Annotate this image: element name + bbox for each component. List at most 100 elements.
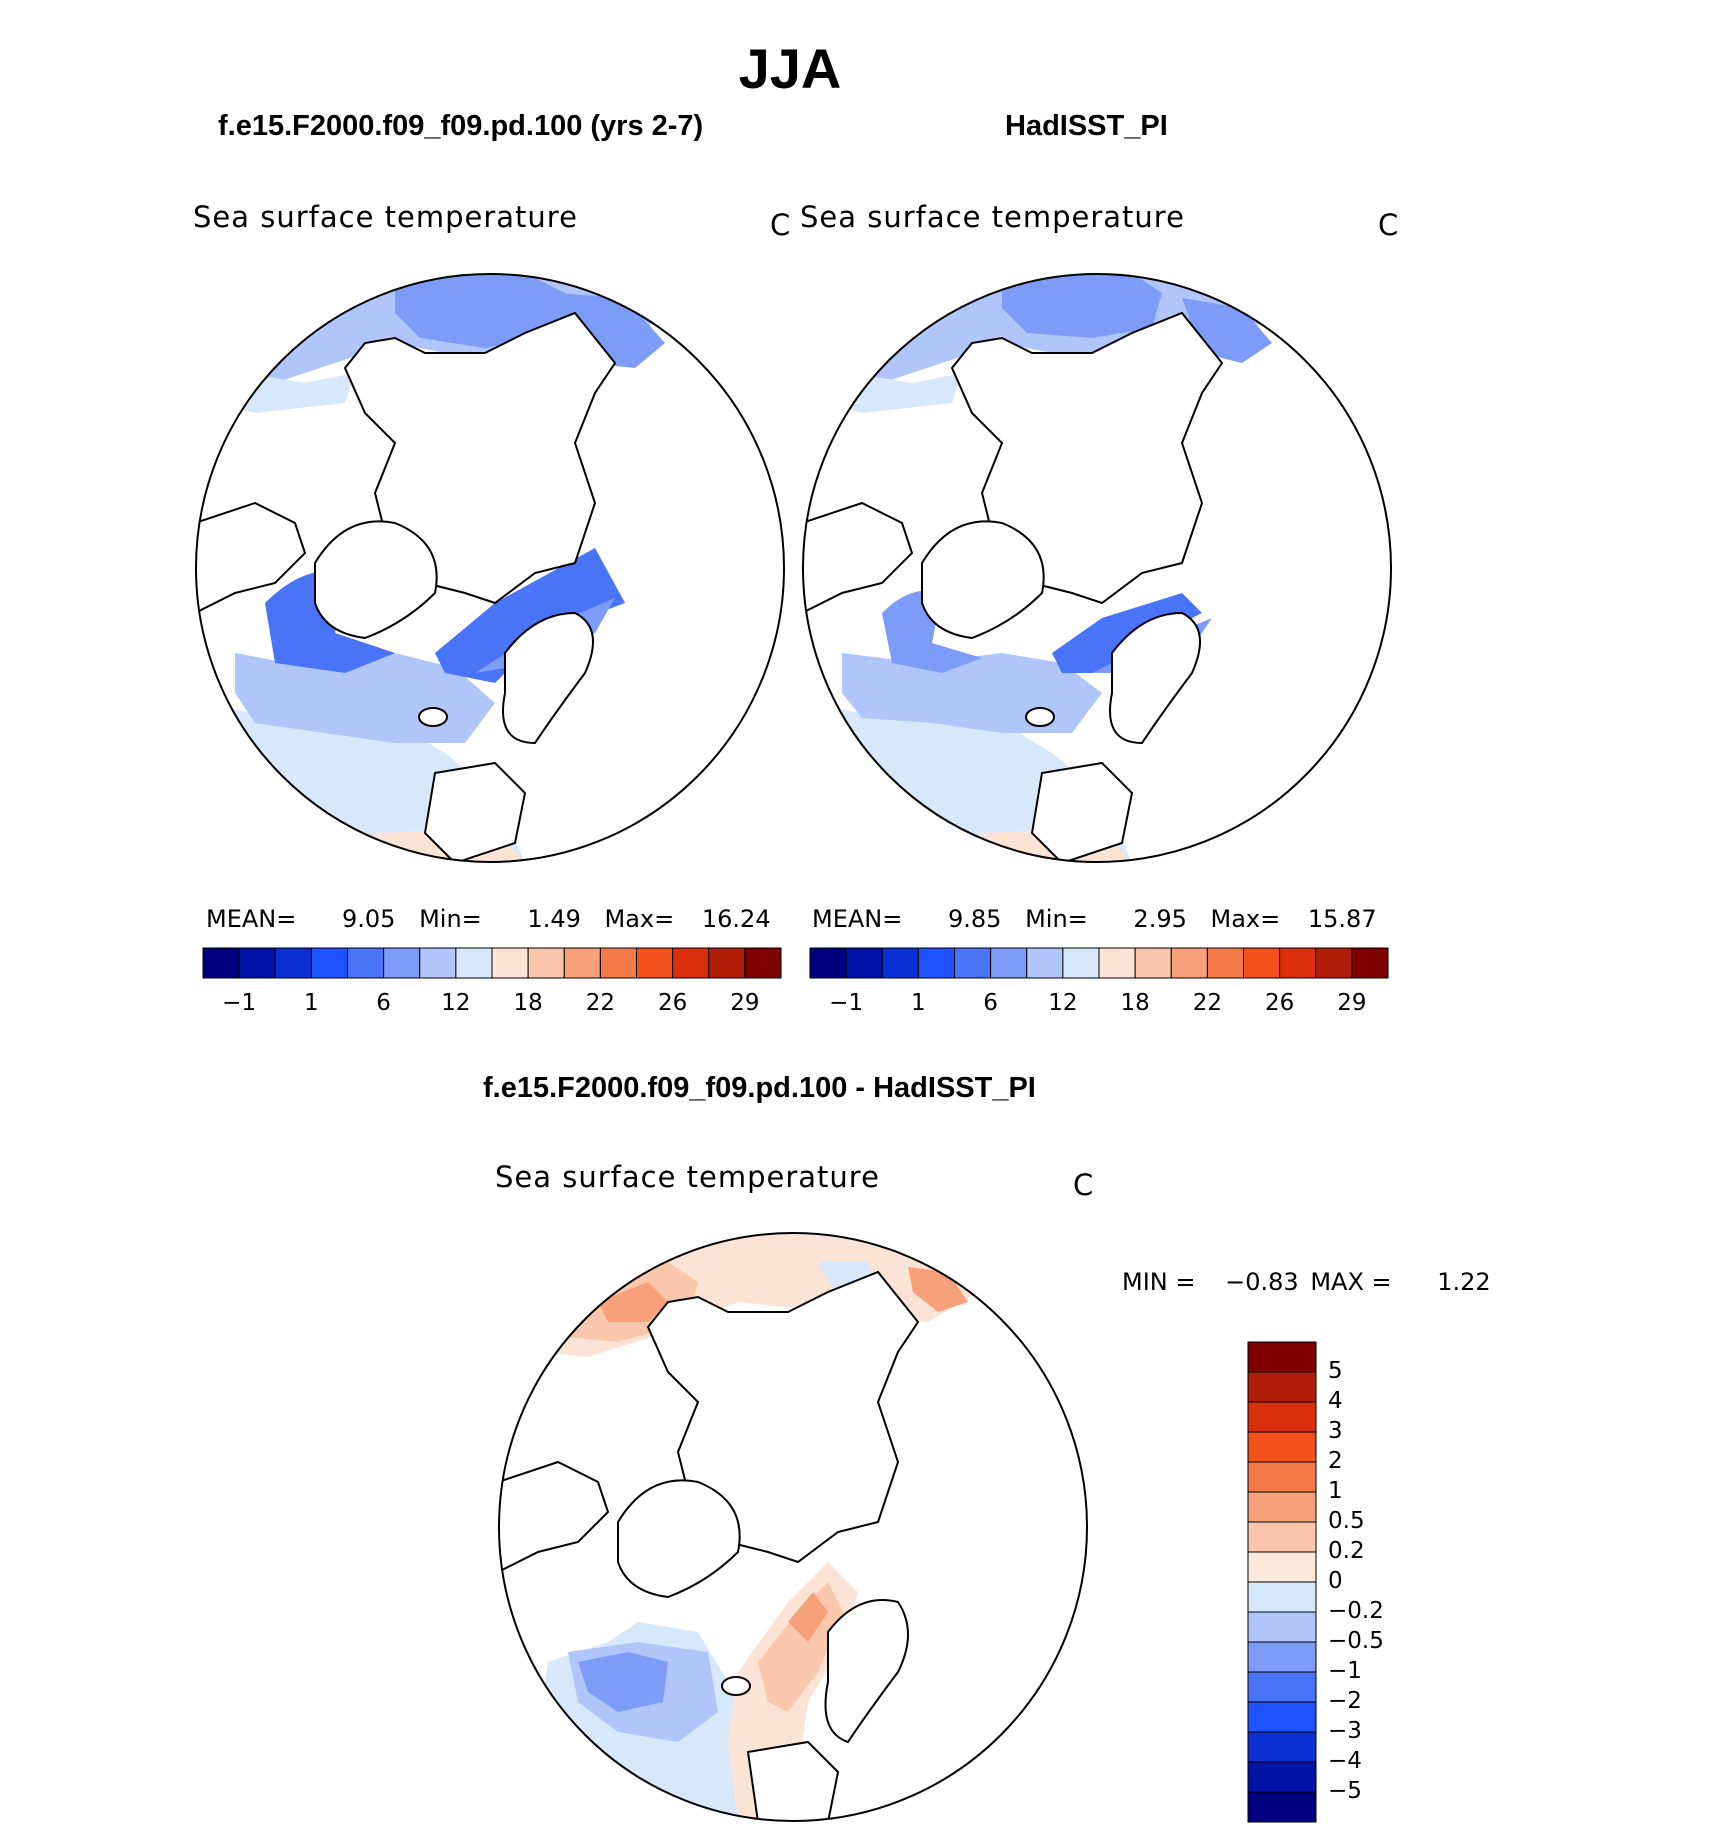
asia-landmass [343,311,617,605]
colorbar-swatch [202,947,240,979]
labrador-anomaly-dark [578,1652,668,1712]
diff-colorbar-swatch [1247,1641,1317,1673]
panel-1-colorbar-tick: 12 [441,990,471,1016]
colorbar-swatch [1351,947,1389,979]
diff-colorbar-swatch [1247,1491,1317,1523]
diff-colorbar-tick: −1 [1328,1658,1362,1684]
panel-2-title: HadISST_PI [1005,110,1168,142]
colorbar-swatch [917,947,955,979]
diff-colorbar-swatch [1247,1671,1317,1703]
diff-colorbar-swatch [1247,1431,1317,1463]
panel-2-stats: MEAN= 9.85 Min= 2.95 Max= 15.87 [812,905,1377,933]
diff-colorbar [1247,1341,1317,1823]
diff-colorbar-tick: 5 [1328,1358,1343,1384]
colorbar-swatch [1170,947,1208,979]
diff-panel-units-label: C [1073,1168,1094,1202]
colorbar-swatch [1315,947,1353,979]
nordic-anomaly-dark [788,1592,828,1642]
diff-colorbar-tick: −5 [1328,1778,1362,1804]
colorbar-swatch [455,947,493,979]
colorbar-swatch [347,947,385,979]
colorbar-swatch [845,947,883,979]
diff-colorbar-swatch [1247,1611,1317,1643]
diff-colorbar-swatch [1247,1401,1317,1433]
diff-colorbar-tick: 0.5 [1328,1508,1365,1534]
panel-1-colorbar-tick: 18 [513,990,543,1016]
colorbar-swatch [672,947,710,979]
alaska-anomaly-warm [908,1267,968,1312]
bering-sst [1002,274,1162,338]
europe-landmass [746,1740,840,1821]
season-title: JJA [738,37,842,100]
colorbar-swatch [238,947,276,979]
iceland-landmass [721,1676,751,1696]
diff-colorbar-tick: 1 [1328,1478,1343,1504]
panel-1-min-label: Min= [419,905,482,933]
panel-1-colorbar-tick: 22 [585,990,616,1016]
greenland-landmass [314,520,438,640]
diff-colorbar-swatch [1247,1581,1317,1613]
panel-2-colorbar-tick: 12 [1048,990,1078,1016]
panel-1-colorbar-tick: 6 [376,990,391,1016]
scandinavia-landmass [1109,611,1201,745]
asia-landmass [950,311,1224,605]
panel-1-mean-label: MEAN= [206,905,297,933]
panel-2-colorbar [809,947,1389,979]
scandinavia-landmass [502,611,594,745]
diff-colorbar-swatch [1247,1731,1317,1763]
diff-colorbar-tick: −2 [1328,1688,1362,1714]
diff-colorbar-tick: −0.2 [1328,1598,1384,1624]
panel-2-colorbar-tick: 29 [1337,990,1367,1016]
diff-colorbar-swatch [1247,1371,1317,1403]
diff-panel-variable-label: Sea surface temperature [495,1160,880,1194]
panel-1-colorbar [202,947,782,979]
diff-colorbar-tick: −4 [1328,1748,1362,1774]
colorbar-swatch [809,947,847,979]
panel-2-colorbar-tick: 6 [983,990,998,1016]
diff-panel-map-boundary [498,1232,1088,1822]
panel-2-min-label: Min= [1025,905,1088,933]
greenland-landmass [921,520,1045,640]
diff-colorbar-tick: 0.2 [1328,1538,1365,1564]
colorbar-swatch [310,947,348,979]
colorbar-swatch [990,947,1028,979]
labrador-sst-dark [882,590,982,673]
scandinavia-landmass [824,1599,909,1744]
diff-panel-map [498,1232,1088,1822]
panel-1-title: f.e15.F2000.f09_f09.pd.100 (yrs 2-7) [218,110,704,142]
panel-2-mean-value: 9.85 [948,905,1002,933]
diff-colorbar-swatch [1247,1761,1317,1793]
panel-2-colorbar-ticks: −1 1 6 12 18 22 26 29 [810,990,1388,1020]
colorbar-swatch [1062,947,1100,979]
panel-1-max-label: Max= [604,905,675,933]
diff-colorbar-swatch [1247,1701,1317,1733]
panel-1-variable-label: Sea surface temperature [193,200,578,234]
colorbar-swatch [1279,947,1317,979]
diff-min-label: MIN = [1122,1268,1196,1296]
pacific-anomaly-dark [598,1282,668,1322]
colorbar-swatch [744,947,782,979]
diff-panel-title: f.e15.F2000.f09_f09.pd.100 - HadISST_PI [483,1072,1036,1104]
panel-1-colorbar-tick: 29 [730,990,760,1016]
north-america-landmass [499,1460,610,1574]
panel-2-max-value: 15.87 [1307,905,1377,933]
diff-max-value: 1.22 [1437,1268,1491,1296]
panel-1-min-value: 1.49 [527,905,581,933]
panel-1-mean-value: 9.05 [342,905,396,933]
panel-1-units-label: C [770,208,791,242]
bering-sst [395,274,565,348]
diff-colorbar-tick: 4 [1328,1388,1343,1414]
colorbar-swatch [419,947,457,979]
colorbar-swatch [881,947,919,979]
panel-2-colorbar-tick: 1 [911,990,926,1016]
diff-colorbar-tick: −3 [1328,1718,1362,1744]
nordic-sst-dark [435,548,625,683]
panel-2-variable-label: Sea surface temperature [800,200,1185,234]
diff-colorbar-swatch [1247,1551,1317,1583]
panel-2-max-label: Max= [1210,905,1281,933]
colorbar-swatch [954,947,992,979]
diff-colorbar-swatch [1247,1461,1317,1493]
panel-1-map [195,273,785,863]
panel-1-colorbar-ticks: −1 1 6 12 18 22 26 29 [203,990,781,1020]
greenland-landmass [617,1479,741,1599]
